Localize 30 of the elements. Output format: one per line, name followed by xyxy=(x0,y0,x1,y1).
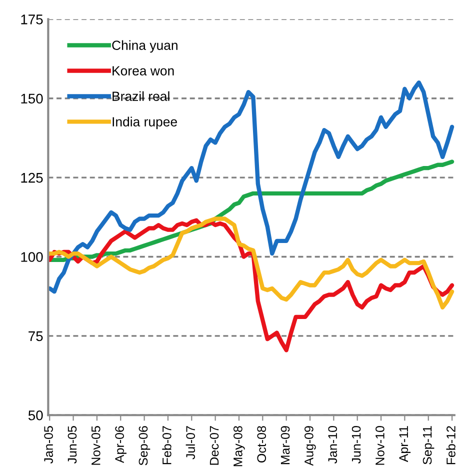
x-tick-label: Feb-07 xyxy=(162,426,172,464)
y-tick-label: 150 xyxy=(21,94,43,104)
y-tick-label: 125 xyxy=(21,172,43,183)
x-tick-label: Jun-10 xyxy=(352,426,361,464)
x-tick-label: Jun-05 xyxy=(68,426,77,464)
x-tick-label: Jan-05 xyxy=(44,426,53,464)
y-tick-label: 75 xyxy=(28,331,43,342)
y-tick-label: 100 xyxy=(21,252,43,262)
x-tick-label: Mar-09 xyxy=(280,426,290,464)
y-tick-label: 50 xyxy=(28,410,43,420)
line-series xyxy=(48,80,454,294)
x-tick-label: Jan-10 xyxy=(328,426,338,464)
x-tick-label: Sep-06 xyxy=(138,426,150,466)
legend-label: India rupee xyxy=(112,116,177,130)
x-tick-label: Aug-09 xyxy=(304,426,316,466)
legend-label: Brazil real xyxy=(112,91,170,101)
legend-label: China yuan xyxy=(112,40,178,53)
x-tick-label: Sep-11 xyxy=(422,426,434,464)
x-tick-label: Apr-06 xyxy=(115,426,126,464)
x-tick-label: Apr-11 xyxy=(399,426,411,462)
x-tick-label: Nov-10 xyxy=(376,426,384,465)
legend-label: Korea won xyxy=(112,66,174,76)
line-series xyxy=(48,216,454,310)
x-tick-label: May-08 xyxy=(233,426,245,466)
x-tick-label: Oct-08 xyxy=(257,426,266,462)
x-tick-label: Nov-05 xyxy=(91,426,100,465)
x-tick-label: Dec-07 xyxy=(210,426,219,465)
x-tick-label: Jul-07 xyxy=(186,426,196,460)
y-tick-label: 175 xyxy=(21,14,43,24)
x-tick-label: Feb-12 xyxy=(446,426,456,464)
